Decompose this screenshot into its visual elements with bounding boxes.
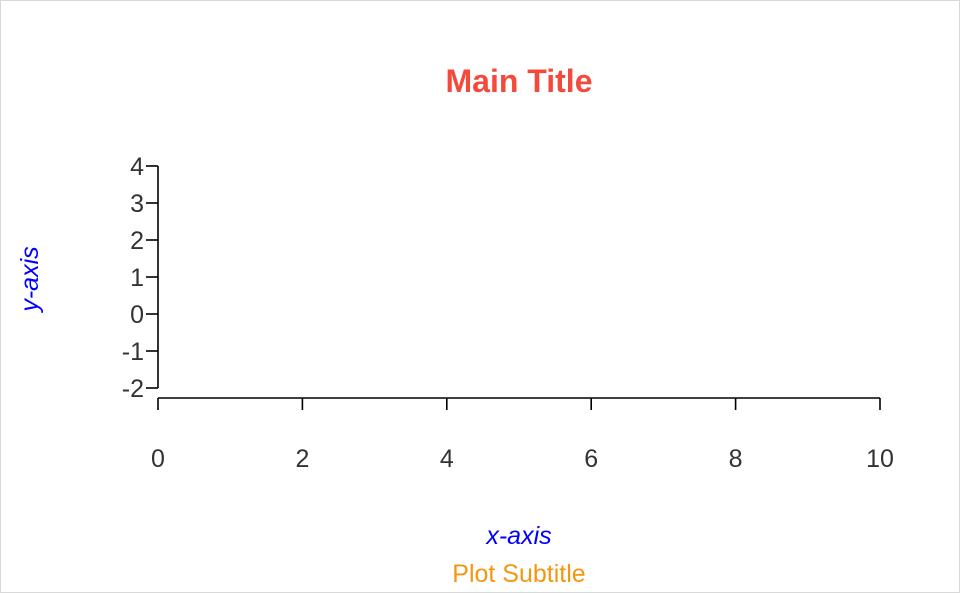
- y-axis: -2 -1 0 1 2 3 4: [122, 153, 159, 403]
- x-tick-label: 8: [729, 445, 743, 473]
- y-tick-label: 1: [130, 264, 144, 292]
- y-tick-label: 2: [130, 227, 144, 255]
- x-tick-label: 2: [295, 445, 309, 473]
- y-tick-label: 4: [130, 153, 144, 181]
- chart-title: Main Title: [446, 63, 593, 99]
- chart-subtitle: Plot Subtitle: [452, 560, 585, 588]
- y-tick-label: -1: [122, 338, 144, 366]
- x-axis: 0 2 4 6 8 10: [151, 397, 894, 473]
- x-tick-label: 6: [584, 445, 598, 473]
- x-axis-title: x-axis: [485, 522, 551, 550]
- y-axis-title: y-axis: [16, 246, 44, 313]
- x-tick-label: 0: [151, 445, 165, 473]
- x-tick-label: 10: [866, 445, 894, 473]
- y-tick-label: -2: [122, 375, 144, 403]
- y-tick-label: 3: [130, 190, 144, 218]
- x-tick-label: 4: [440, 445, 454, 473]
- y-tick-label: 0: [130, 301, 144, 329]
